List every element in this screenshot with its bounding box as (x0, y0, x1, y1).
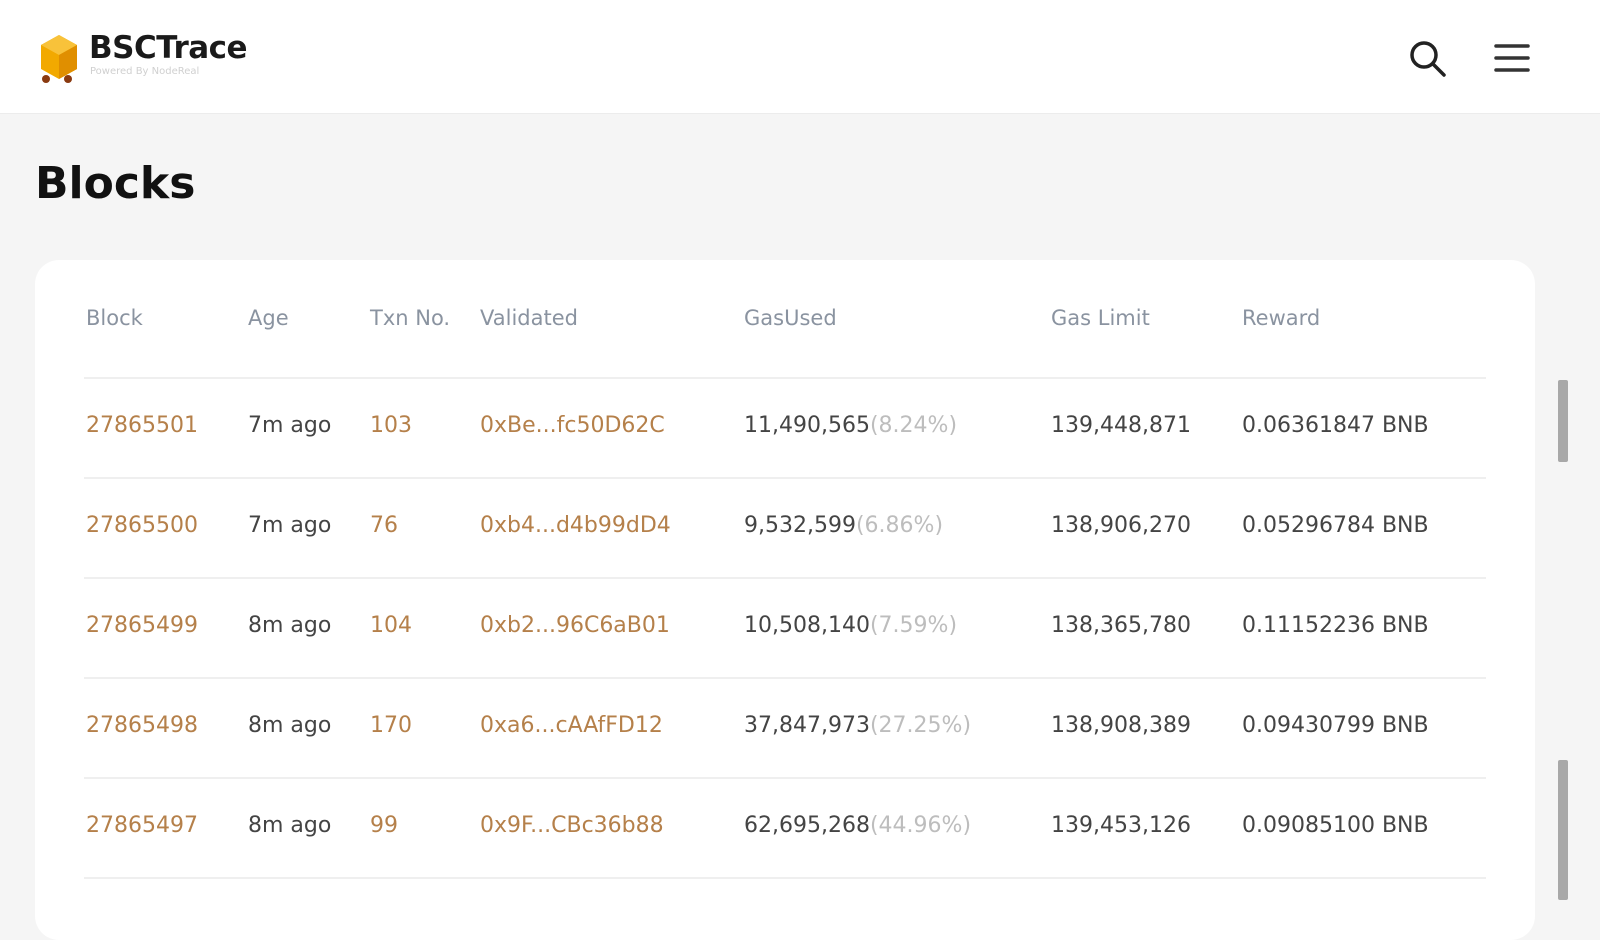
gas-limit: 139,453,126 (1051, 813, 1191, 838)
txn-count-link[interactable]: 170 (370, 713, 412, 738)
gas-used-value: 10,508,140 (744, 613, 870, 638)
brand-name[interactable]: BSCTrace (89, 30, 248, 66)
block-number-link[interactable]: 27865500 (86, 513, 198, 538)
block-age: 7m ago (248, 413, 332, 438)
block-reward: 0.06361847 BNB (1242, 413, 1429, 438)
row-divider (84, 777, 1486, 779)
column-header-gas-used: GasUsed (744, 306, 837, 330)
block-number-link[interactable]: 27865499 (86, 613, 198, 638)
gas-used: 11,490,565(8.24%) (744, 413, 957, 438)
gas-used-value: 9,532,599 (744, 513, 856, 538)
validator-address-link[interactable]: 0xBe...fc50D62C (480, 413, 665, 438)
block-reward: 0.11152236 BNB (1242, 613, 1429, 638)
gas-used-value: 62,695,268 (744, 813, 870, 838)
txn-count-link[interactable]: 99 (370, 813, 398, 838)
scrollbar-thumb[interactable] (1558, 380, 1568, 462)
txn-count-link[interactable]: 104 (370, 613, 412, 638)
block-age: 8m ago (248, 813, 332, 838)
gas-used: 37,847,973(27.25%) (744, 713, 971, 738)
block-number-link[interactable]: 27865498 (86, 713, 198, 738)
row-divider (84, 877, 1486, 879)
hamburger-menu-icon[interactable] (1494, 42, 1530, 74)
txn-count-link[interactable]: 76 (370, 513, 398, 538)
validator-address-link[interactable]: 0xb4...d4b99dD4 (480, 513, 671, 538)
column-header-validated: Validated (480, 306, 578, 330)
block-reward: 0.09430799 BNB (1242, 713, 1429, 738)
bsctrace-logo-icon[interactable] (38, 33, 80, 85)
gas-used: 9,532,599(6.86%) (744, 513, 943, 538)
scrollbar-thumb[interactable] (1558, 760, 1568, 900)
gas-used-percent: (6.86%) (855, 513, 944, 538)
row-divider (84, 477, 1486, 479)
column-header-reward: Reward (1242, 306, 1321, 330)
column-header-block: Block (86, 306, 143, 330)
gas-used-percent: (27.25%) (869, 713, 972, 738)
validator-address-link[interactable]: 0xa6...cAAfFD12 (480, 713, 663, 738)
txn-count-link[interactable]: 103 (370, 413, 412, 438)
gas-limit: 138,908,389 (1051, 713, 1191, 738)
gas-used-percent: (8.24%) (869, 413, 958, 438)
block-number-link[interactable]: 27865501 (86, 413, 198, 438)
row-divider (84, 677, 1486, 679)
search-icon[interactable] (1407, 38, 1447, 78)
column-header-gas-limit: Gas Limit (1051, 306, 1150, 330)
gas-used-percent: (7.59%) (869, 613, 958, 638)
page-title: Blocks (35, 158, 196, 209)
brand-tagline: Powered By NodeReal (90, 66, 200, 77)
block-reward: 0.09085100 BNB (1242, 813, 1429, 838)
validator-address-link[interactable]: 0xb2...96C6aB01 (480, 613, 670, 638)
gas-limit: 138,365,780 (1051, 613, 1191, 638)
validator-address-link[interactable]: 0x9F...CBc36b88 (480, 813, 664, 838)
gas-limit: 139,448,871 (1051, 413, 1191, 438)
row-divider (84, 577, 1486, 579)
block-reward: 0.05296784 BNB (1242, 513, 1429, 538)
gas-used-value: 11,490,565 (744, 413, 870, 438)
gas-used: 10,508,140(7.59%) (744, 613, 957, 638)
gas-used-value: 37,847,973 (744, 713, 870, 738)
header-divider (84, 377, 1486, 379)
gas-limit: 138,906,270 (1051, 513, 1191, 538)
column-header-txn: Txn No. (370, 306, 451, 330)
block-age: 7m ago (248, 513, 332, 538)
top-header: BSCTrace Powered By NodeReal (0, 0, 1600, 114)
gas-used-percent: (44.96%) (869, 813, 972, 838)
block-number-link[interactable]: 27865497 (86, 813, 198, 838)
block-age: 8m ago (248, 713, 332, 738)
column-header-age: Age (248, 306, 289, 330)
block-age: 8m ago (248, 613, 332, 638)
blocks-table-card (35, 260, 1535, 940)
gas-used: 62,695,268(44.96%) (744, 813, 971, 838)
